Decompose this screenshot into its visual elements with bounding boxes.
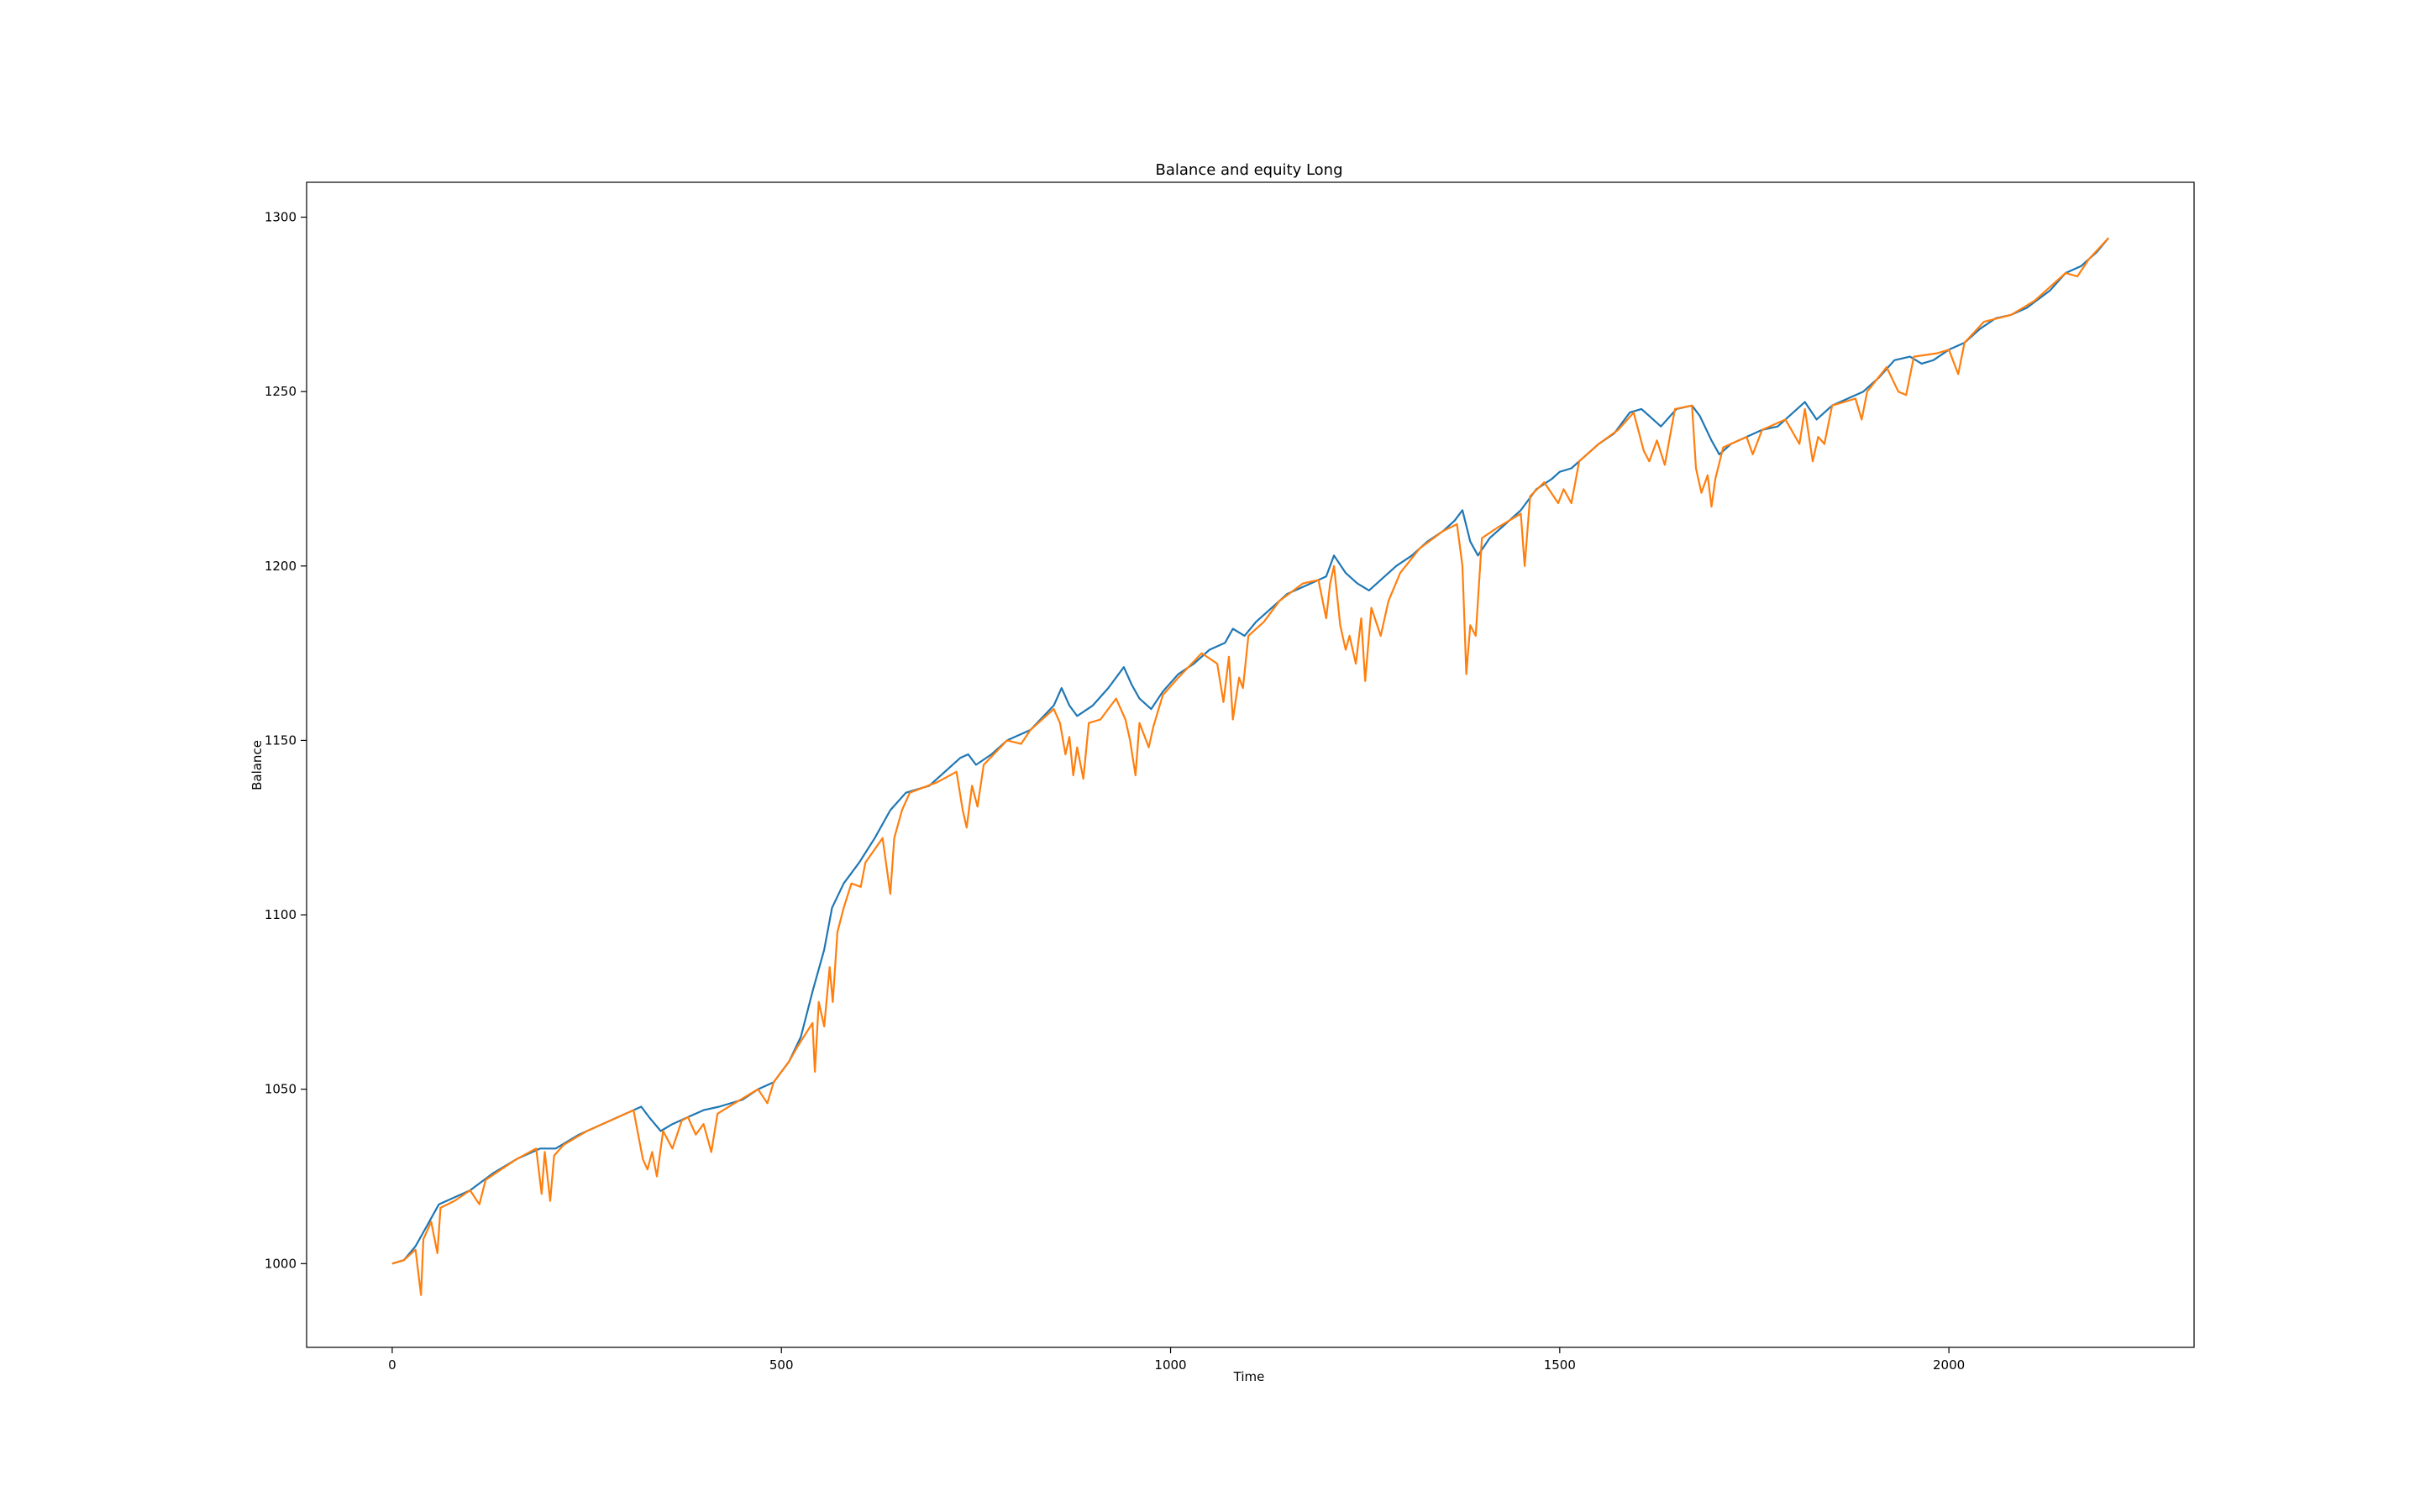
x-axis: 0 500 1000 1500 2000	[388, 1347, 1965, 1373]
series-line-0	[391, 237, 2109, 1265]
plot-frame	[306, 181, 2195, 1348]
x-tick-label: 500	[769, 1357, 794, 1373]
y-tick-label: 1000	[265, 1256, 297, 1271]
x-tick-label: 2000	[1933, 1357, 1965, 1373]
plot-lines	[391, 237, 2109, 1296]
x-axis-label: Time	[1233, 1369, 1265, 1384]
y-tick-label: 1300	[265, 210, 297, 225]
y-axis-label: Balance	[249, 740, 265, 790]
x-tick-label: 0	[388, 1357, 396, 1373]
y-tick-label: 1100	[265, 907, 297, 922]
series-line-1	[391, 237, 2109, 1296]
x-tick-label: 1000	[1154, 1357, 1186, 1373]
y-tick-label: 1200	[265, 559, 297, 574]
chart-title: Balance and equity Long	[1156, 161, 1343, 179]
y-tick-label: 1250	[265, 384, 297, 399]
y-tick-label: 1050	[265, 1082, 297, 1097]
x-tick-label: 1500	[1544, 1357, 1576, 1373]
y-axis: 1000 1050 1100 1150 1200 1250 1300	[265, 210, 307, 1271]
y-tick-label: 1150	[265, 732, 297, 748]
